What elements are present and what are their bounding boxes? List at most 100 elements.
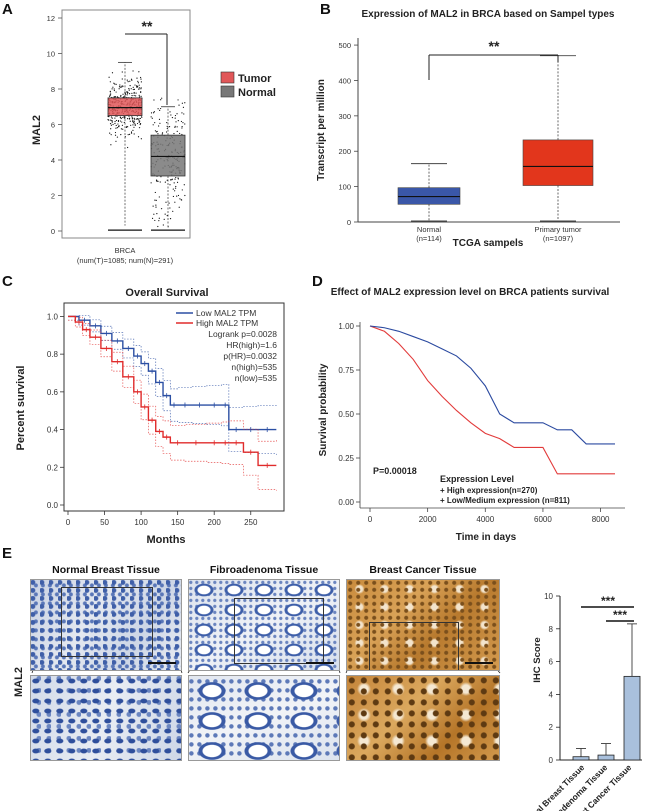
a-point (117, 120, 120, 122)
a-ytick-label-4: 8 (51, 85, 55, 94)
a-ytick-label-2: 4 (51, 156, 55, 165)
a-point (138, 87, 141, 89)
a-point (121, 86, 123, 88)
ihc-cancer-overview (346, 579, 500, 671)
a-point (166, 179, 168, 181)
a-point (114, 120, 116, 123)
a-point (133, 92, 135, 94)
a-point (165, 201, 167, 203)
a-point (111, 120, 113, 122)
a-point (159, 122, 161, 124)
a-point (118, 86, 121, 88)
panel-b-count-normal: (n=114) (416, 234, 442, 243)
a-point (164, 213, 166, 215)
ihc-fibro-overview (188, 579, 340, 671)
a-point (109, 132, 111, 134)
a-point (137, 118, 139, 120)
a-point (138, 88, 140, 90)
a-point (115, 127, 117, 129)
a-point (166, 215, 168, 217)
a-point (138, 127, 141, 129)
legend-high-label: High MAL2 TPM (196, 318, 258, 328)
d-xtick-label-3: 6000 (534, 515, 552, 524)
a-point (113, 88, 115, 90)
d-curve-0 (369, 325, 615, 475)
panel-a-legend: Tumor Normal (220, 71, 276, 99)
a-point (159, 109, 161, 112)
a-point (120, 117, 122, 120)
c-xtick-label-4: 200 (208, 518, 222, 527)
a-box-0 (107, 97, 143, 117)
a-point (112, 86, 114, 88)
a-point (140, 76, 142, 79)
a-point (181, 112, 183, 114)
d-xtick-label-0: 0 (368, 515, 373, 524)
legend-high-expression: + High expression(n=270) (440, 486, 538, 495)
a-point (174, 178, 176, 180)
panel-b-label: B (320, 1, 331, 18)
a-point (161, 97, 163, 99)
panel-a-label: A (2, 1, 13, 18)
a-point (162, 224, 164, 226)
a-point (171, 116, 174, 119)
a-point (132, 121, 134, 123)
a-point (107, 119, 109, 121)
c-ytick-label-1: 0.2 (47, 463, 59, 472)
a-point (172, 210, 174, 212)
a-point (132, 129, 134, 131)
a-point (113, 89, 115, 92)
a-point (113, 96, 115, 98)
panel-c-ticks: 0 50 100 150 200 250 0.0 0.2 0.4 0.6 0.8 1.0 (47, 312, 258, 527)
panel-a-ylabel: MAL2 (31, 115, 43, 145)
a-point (110, 128, 112, 130)
a-point (137, 136, 140, 138)
a-point (183, 184, 185, 186)
c-ytick-label-2: 0.4 (47, 426, 59, 435)
panel-c-legend: Low MAL2 TPM High MAL2 TPM Logrank p=0.0… (176, 308, 277, 383)
a-point (127, 81, 129, 83)
a-point (109, 93, 111, 95)
d-ytick-label-0: 0.00 (338, 498, 354, 507)
legend-tumor-swatch (220, 71, 235, 84)
e-bar-0 (572, 756, 590, 761)
a-point (154, 191, 156, 194)
e-ytick-label-1: 2 (549, 723, 554, 732)
a-point (129, 85, 131, 87)
a-point (169, 218, 172, 220)
c-ytick-label-3: 0.6 (47, 388, 59, 397)
panel-b-count-tumor: (n=1097) (543, 234, 574, 243)
a-point (132, 124, 134, 126)
a-point (109, 91, 111, 93)
panel-a-sig: ** (142, 18, 153, 34)
panel-b-boxes (397, 55, 594, 222)
a-point (151, 217, 154, 219)
d-ytick-label-1: 0.25 (338, 454, 354, 463)
a-point (120, 134, 122, 136)
a-point (122, 128, 124, 130)
a-point (132, 86, 134, 88)
a-point (126, 79, 128, 81)
a-point (174, 190, 176, 192)
a-point (116, 96, 119, 98)
panel-d-label: D (312, 273, 323, 290)
c-curve-0 (68, 315, 277, 431)
c-xtick-label-1: 50 (100, 518, 109, 527)
bar-yticks: 0 2 4 6 8 10 (544, 592, 560, 765)
a-point (108, 116, 110, 118)
a-point (175, 121, 177, 123)
a-point (140, 88, 142, 90)
panel-c-label: C (2, 273, 13, 290)
a-point (116, 136, 119, 138)
stat-phr: p(HR)=0.0032 (223, 351, 277, 361)
a-point (169, 207, 171, 209)
tissue-label-fibro: Fibroadenoma Tissue (209, 564, 319, 576)
c-xtick-label-2: 100 (134, 518, 148, 527)
a-point (110, 119, 112, 121)
a-point (123, 116, 125, 118)
panel-a-yticks: 0 2 4 6 8 10 12 (47, 14, 62, 236)
d-ytick-label-2: 0.50 (338, 410, 354, 419)
panel-d-legend-title: Expression Level (440, 474, 514, 484)
a-point (115, 140, 117, 142)
a-point (139, 117, 141, 120)
panel-a-boxes (107, 61, 186, 231)
